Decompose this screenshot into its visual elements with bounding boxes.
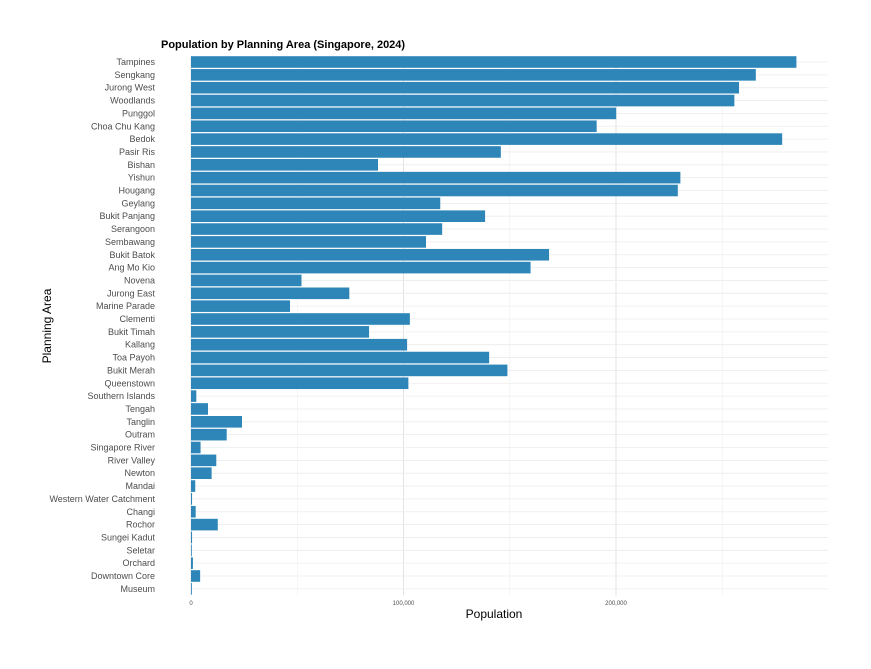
bar (191, 159, 378, 171)
y-tick-label: Bedok (129, 134, 155, 144)
y-tick-label: Bukit Batok (109, 250, 155, 260)
bar (191, 236, 427, 248)
y-tick-label: Jurong East (107, 288, 156, 298)
y-tick-label: Serangoon (111, 224, 155, 234)
bar (191, 56, 797, 68)
x-axis-title: Population (466, 607, 523, 621)
y-tick-label: River Valley (108, 455, 156, 465)
bar (191, 210, 486, 222)
bar (191, 120, 597, 133)
bar (191, 351, 490, 364)
bar (191, 171, 681, 184)
bar (191, 505, 196, 518)
bar (191, 274, 302, 287)
y-tick-label: Bukit Timah (108, 327, 155, 337)
bar (191, 69, 756, 81)
y-tick-label: Orchard (122, 558, 155, 568)
y-tick-label: Sungei Kadut (101, 532, 156, 542)
bar (191, 81, 740, 94)
bar (191, 557, 193, 569)
y-tick-label: Outram (125, 430, 155, 440)
y-tick-label: Novena (124, 275, 155, 285)
y-tick-label: Bukit Panjang (99, 211, 155, 221)
y-tick-label: Bishan (127, 160, 155, 170)
bar (191, 184, 678, 197)
bar (191, 338, 408, 351)
bar (191, 261, 531, 274)
y-tick-label: Tampines (116, 57, 155, 67)
y-tick-label: Queenstown (104, 378, 155, 388)
y-tick-label: Rochor (126, 520, 155, 530)
bar (191, 377, 409, 390)
y-tick-label: Bukit Merah (107, 365, 155, 375)
y-tick-label: Singapore River (90, 443, 155, 453)
y-tick-label: Sengkang (114, 70, 155, 80)
bars (191, 56, 797, 595)
y-tick-label: Choa Chu Kang (91, 121, 155, 131)
bar (191, 197, 441, 210)
y-tick-labels: Tampines Sengkang Jurong West Woodlands Pung… (49, 57, 155, 594)
y-tick-label: Clementi (119, 314, 155, 324)
y-axis-title: Planning Area (40, 288, 54, 363)
bar (191, 94, 735, 107)
bar (191, 364, 508, 377)
y-tick-label: Museum (120, 584, 155, 594)
y-tick-label: Ang Mo Kio (108, 263, 155, 273)
y-tick-label: Changi (126, 507, 155, 517)
bar (191, 133, 783, 145)
y-tick-label: Geylang (121, 198, 155, 208)
bar (191, 428, 227, 441)
y-tick-label: Marine Parade (96, 301, 155, 311)
y-tick-label: Seletar (126, 545, 155, 555)
bar (191, 248, 550, 261)
x-tick-label: 100,000 (393, 601, 415, 607)
bar (191, 480, 196, 492)
y-tick-label: Sembawang (105, 237, 155, 247)
bar (191, 454, 217, 467)
bar (191, 390, 197, 402)
bar (191, 467, 212, 479)
x-tick-label: 0 (189, 601, 193, 607)
y-tick-label: Newton (124, 468, 155, 478)
bar (191, 313, 410, 325)
y-tick-label: Yishun (128, 173, 155, 183)
bar (191, 146, 501, 158)
bar (191, 326, 370, 338)
bar (191, 583, 192, 595)
bar (191, 441, 201, 454)
bar (191, 403, 208, 415)
bar (191, 416, 242, 428)
y-tick-label: Toa Payoh (112, 353, 155, 363)
bar (191, 287, 350, 300)
bar (191, 531, 193, 544)
y-tick-label: Western Water Catchment (49, 494, 155, 504)
y-tick-label: Southern Islands (87, 391, 155, 401)
y-tick-label: Tengah (125, 404, 155, 414)
bar (191, 300, 291, 312)
x-tick-label: 200,000 (605, 601, 627, 607)
bar (191, 518, 218, 531)
chart-title: Population by Planning Area (Singapore, … (161, 39, 405, 51)
y-tick-label: Mandai (125, 481, 155, 491)
bar (191, 493, 193, 505)
bar (191, 570, 201, 582)
y-tick-label: Woodlands (110, 96, 155, 106)
y-tick-label: Kallang (125, 340, 155, 350)
x-tick-labels: 0 100,000 200,000 (189, 601, 627, 607)
bar (191, 223, 443, 235)
y-tick-label: Pasir Ris (119, 147, 156, 157)
y-tick-label: Hougang (118, 186, 155, 196)
y-tick-label: Tanglin (126, 417, 155, 427)
y-tick-label: Punggol (122, 108, 155, 118)
y-tick-label: Downtown Core (91, 571, 155, 581)
bar (191, 544, 192, 557)
y-tick-label: Jurong West (105, 83, 156, 93)
bar (191, 107, 617, 120)
